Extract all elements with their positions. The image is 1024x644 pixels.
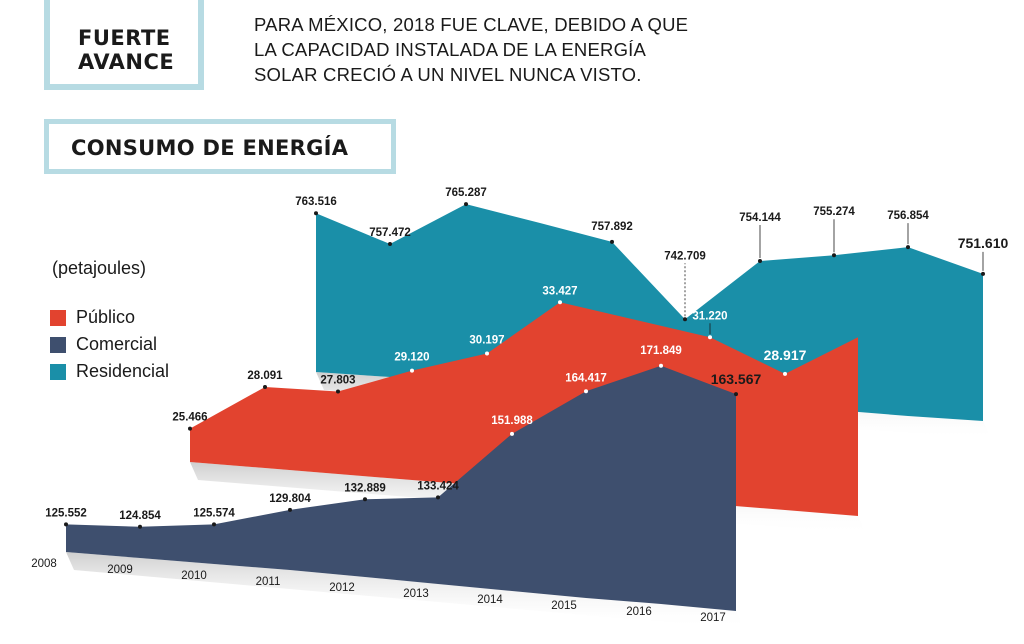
point-publico-2009 xyxy=(263,384,267,389)
value-label-residencial-2013: 742.709 xyxy=(664,250,706,262)
legend-swatch-publico xyxy=(50,309,66,326)
value-label-publico-2009: 28.091 xyxy=(247,370,283,382)
lead-line-3: SOLAR CRECIÓ A UN NIVEL NUNCA VISTO. xyxy=(254,64,642,85)
year-tick-2017: 2017 xyxy=(700,612,726,624)
point-comercial-2014 xyxy=(510,431,514,436)
unit-label: (petajoules) xyxy=(52,258,147,278)
point-comercial-2017 xyxy=(734,392,738,397)
point-publico-2012 xyxy=(485,351,489,356)
point-residencial-2012 xyxy=(610,239,614,244)
legend-label-publico: Público xyxy=(76,307,136,327)
value-label-residencial-2017: 751.610 xyxy=(958,235,1009,251)
value-label-comercial-2013: 133.424 xyxy=(417,480,459,492)
point-comercial-2013 xyxy=(436,495,440,500)
point-residencial-2010 xyxy=(464,202,468,207)
area-comercial xyxy=(66,365,736,611)
lead-line-1: PARA MÉXICO, 2018 FUE CLAVE, DEBIDO A QU… xyxy=(254,14,689,35)
point-residencial-2017 xyxy=(981,271,985,276)
point-residencial-2016 xyxy=(906,245,910,250)
legend-item-residencial: Residencial xyxy=(50,358,169,385)
value-label-comercial-2015: 164.417 xyxy=(565,372,607,384)
value-label-comercial-2009: 124.854 xyxy=(119,510,161,522)
value-label-comercial-2016: 171.849 xyxy=(640,345,682,357)
point-publico-2013 xyxy=(558,300,562,305)
lead-line-2: LA CAPACIDAD INSTALADA DE LA ENERGÍA xyxy=(254,39,647,60)
value-label-publico-2013: 33.427 xyxy=(542,285,577,297)
point-residencial-2015 xyxy=(832,253,836,258)
tag-text: FUERTE AVANCE xyxy=(78,26,174,74)
shadow-comercial xyxy=(66,552,744,629)
point-comercial-2015 xyxy=(584,389,588,394)
value-label-publico-2010: 27.803 xyxy=(320,375,355,387)
legend-swatch-comercial xyxy=(50,336,66,353)
lead-text: PARA MÉXICO, 2018 FUE CLAVE, DEBIDO A QU… xyxy=(254,12,734,87)
point-residencial-2014 xyxy=(758,258,762,263)
year-tick-2016: 2016 xyxy=(626,606,652,618)
tag-line-1: FUERTE xyxy=(78,26,171,50)
value-label-comercial-2011: 129.804 xyxy=(269,493,311,505)
value-label-residencial-2015: 755.274 xyxy=(813,206,855,218)
point-publico-2008 xyxy=(188,426,192,431)
value-label-comercial-2008: 125.552 xyxy=(45,507,87,519)
tag-line-2: AVANCE xyxy=(78,50,175,74)
value-label-comercial-2012: 132.889 xyxy=(344,482,386,494)
value-label-residencial-2014: 754.144 xyxy=(739,212,781,224)
point-residencial-2013 xyxy=(683,317,687,322)
legend-item-publico: Público xyxy=(50,304,169,331)
value-label-comercial-2014: 151.988 xyxy=(491,415,533,427)
tag-box: FUERTE AVANCE xyxy=(44,0,204,90)
legend-label-comercial: Comercial xyxy=(76,334,158,354)
year-tick-2008: 2008 xyxy=(31,558,57,570)
year-tick-2012: 2012 xyxy=(329,582,355,594)
point-residencial-2009 xyxy=(388,242,392,247)
value-label-publico-2016: 28.917 xyxy=(764,347,807,363)
year-tick-2013: 2013 xyxy=(403,588,429,600)
point-comercial-2010 xyxy=(212,522,216,527)
legend-item-comercial: Comercial xyxy=(50,331,169,358)
legend-swatch-residencial xyxy=(50,363,66,380)
chart-title-box: CONSUMO DE ENERGÍA xyxy=(44,119,396,174)
point-publico-2016 xyxy=(783,371,787,376)
value-label-publico-2011: 29.120 xyxy=(394,352,429,364)
value-label-publico-2012: 30.197 xyxy=(469,335,504,347)
point-comercial-2008 xyxy=(64,522,68,527)
point-comercial-2011 xyxy=(288,507,292,512)
chart-title: CONSUMO DE ENERGÍA xyxy=(71,136,349,160)
value-label-residencial-2010: 765.287 xyxy=(445,187,487,199)
year-tick-2010: 2010 xyxy=(181,570,207,582)
year-tick-2015: 2015 xyxy=(551,600,577,612)
point-publico-2010 xyxy=(336,389,340,394)
year-tick-2009: 2009 xyxy=(107,564,133,576)
point-residencial-2008 xyxy=(314,211,318,216)
value-label-residencial-2016: 756.854 xyxy=(887,210,929,222)
value-label-comercial-2017: 163.567 xyxy=(711,371,762,387)
value-label-residencial-2009: 757.472 xyxy=(369,227,411,239)
year-tick-2011: 2011 xyxy=(256,576,281,588)
legend: Público Comercial Residencial xyxy=(50,304,169,385)
point-comercial-2009 xyxy=(138,524,142,529)
value-label-residencial-2012: 757.892 xyxy=(591,221,633,233)
point-comercial-2012 xyxy=(363,497,367,502)
value-label-comercial-2010: 125.574 xyxy=(193,507,235,519)
comercial-area-group: 125.552 124.854 125.574 129.804 132.889 133.4… xyxy=(45,345,762,611)
year-tick-2014: 2014 xyxy=(477,594,503,606)
point-comercial-2016 xyxy=(659,363,663,368)
legend-label-residencial: Residencial xyxy=(76,361,170,381)
year-ticks: 2008 2009 2010 2011 2012 2013 2014 2015 2016 2017 xyxy=(31,558,726,624)
point-publico-2015 xyxy=(708,335,712,340)
value-label-publico-2015: 31.220 xyxy=(692,310,727,322)
value-label-residencial-2008: 763.516 xyxy=(295,196,337,208)
point-publico-2011 xyxy=(410,368,414,373)
value-label-publico-2008: 25.466 xyxy=(172,412,207,424)
